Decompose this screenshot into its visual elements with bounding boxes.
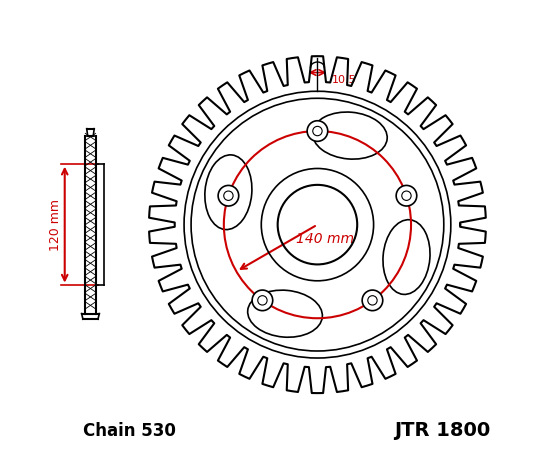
Text: Chain 530: Chain 530	[83, 422, 176, 440]
Circle shape	[396, 185, 417, 206]
Text: 140 mm: 140 mm	[296, 232, 353, 246]
Circle shape	[252, 290, 273, 311]
Ellipse shape	[205, 155, 252, 230]
Ellipse shape	[312, 112, 387, 159]
Text: 10.5: 10.5	[332, 75, 356, 85]
Circle shape	[362, 290, 382, 311]
Text: 120 mm: 120 mm	[49, 198, 62, 251]
Circle shape	[218, 185, 239, 206]
Ellipse shape	[248, 290, 323, 337]
Ellipse shape	[383, 219, 430, 294]
Circle shape	[307, 121, 328, 141]
Text: JTR 1800: JTR 1800	[394, 421, 491, 440]
Bar	[85, 136, 96, 314]
